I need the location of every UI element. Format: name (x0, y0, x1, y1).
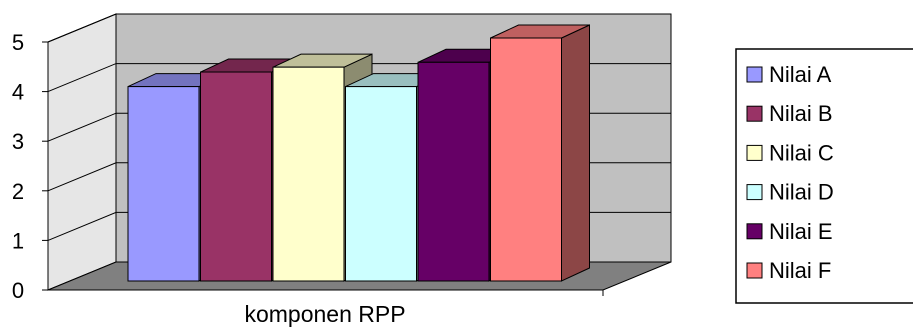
bar-front (272, 66, 345, 282)
y-tick-label: 3 (12, 129, 24, 154)
y-tick-label: 1 (12, 228, 24, 253)
legend: Nilai A Nilai B Nilai C Nilai D Nilai E Nilai… (735, 48, 913, 304)
gridline (47, 13, 671, 43)
legend-item: Nilai E (746, 219, 833, 244)
legend-label: Nilai E (769, 219, 833, 244)
legend-swatch (746, 223, 763, 240)
legend-label: Nilai C (769, 140, 834, 165)
bar-nilai-f (490, 24, 590, 282)
legend-item: Nilai D (746, 180, 834, 205)
legend-item: Nilai C (746, 140, 834, 165)
legend-item: Nilai F (746, 258, 831, 283)
y-tick-label: 0 (12, 278, 24, 303)
bars (127, 24, 590, 282)
legend-swatch (746, 105, 763, 122)
bar-front (490, 37, 562, 282)
legend-item: Nilai A (746, 62, 832, 87)
bar-front (200, 71, 272, 282)
axes (42, 41, 604, 296)
bar-front (417, 61, 490, 282)
bar-front (345, 86, 417, 282)
y-tick-label: 2 (12, 179, 24, 204)
legend-swatch (746, 66, 763, 83)
bar-front (127, 86, 200, 282)
legend-swatch (746, 144, 763, 161)
legend-box (735, 48, 913, 304)
legend-swatch (746, 184, 763, 201)
y-tick-label: 4 (12, 80, 24, 105)
legend-label: Nilai A (769, 62, 832, 87)
bar-side (561, 24, 590, 282)
legend-label: Nilai F (769, 258, 831, 283)
legend-label: Nilai B (769, 101, 833, 126)
y-tick-labels: 0 1 2 3 4 5 (12, 30, 24, 303)
side-wall (47, 13, 117, 291)
legend-item: Nilai B (746, 101, 833, 126)
legend-label: Nilai D (769, 180, 834, 205)
legend-swatch (746, 262, 763, 279)
x-axis-label: komponen RPP (244, 301, 405, 327)
y-tick-label: 5 (12, 30, 24, 55)
